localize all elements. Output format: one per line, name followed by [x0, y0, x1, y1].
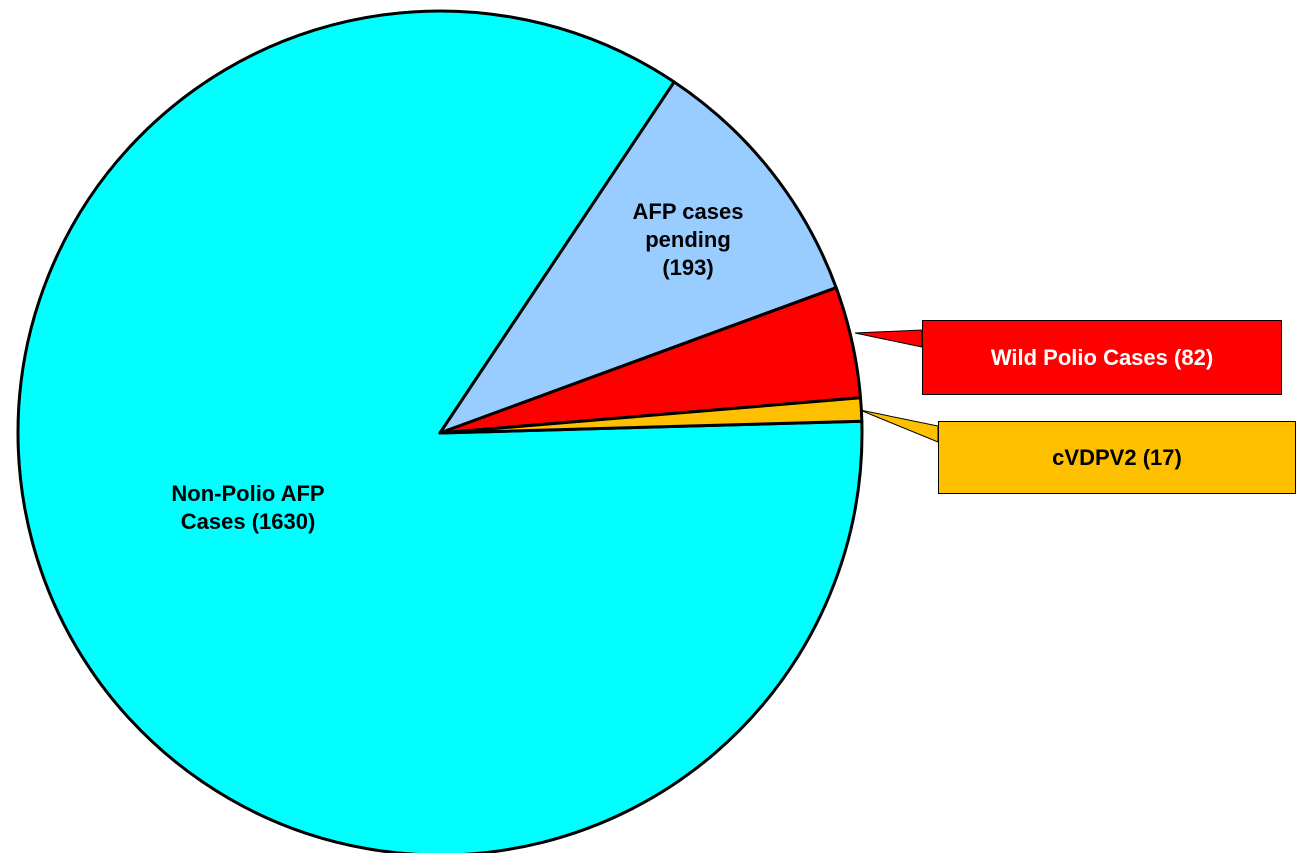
pie-slice: [438, 80, 838, 435]
callout-box: cVDPV2 (17): [938, 421, 1296, 494]
label-text: AFP cases pending (193): [623, 198, 753, 282]
value-label: (82): [1174, 344, 1214, 370]
value-label: (1630): [251, 508, 316, 534]
slice-label: cVDPV2 (17): [938, 421, 1296, 494]
callout-box: Wild Polio Cases (82): [922, 320, 1282, 395]
label-block: AFP cases pending (193): [623, 190, 753, 290]
label-text: cVDPV2 (17): [1052, 444, 1182, 472]
category-label: Non-Polio AFP Cases: [171, 480, 325, 534]
value-label: (17): [1142, 444, 1182, 470]
category-label: AFP cases pending: [632, 199, 744, 252]
category-label: Wild Polio Cases: [990, 344, 1168, 370]
slice-label: Wild Polio Cases (82): [922, 320, 1282, 395]
slice-label: AFP cases pending (193): [623, 190, 753, 290]
label-text: Wild Polio Cases (82): [991, 344, 1213, 372]
callout-pointer: [854, 329, 923, 348]
category-label: cVDPV2: [1052, 444, 1137, 470]
value-label: (193): [662, 255, 714, 280]
callout-pointer: [859, 409, 939, 443]
slice-label: Non-Polio AFP Cases (1630): [148, 460, 348, 555]
pie-slice: [438, 396, 864, 435]
label-text: Non-Polio AFP Cases (1630): [148, 480, 348, 536]
label-block: Non-Polio AFP Cases (1630): [148, 460, 348, 555]
